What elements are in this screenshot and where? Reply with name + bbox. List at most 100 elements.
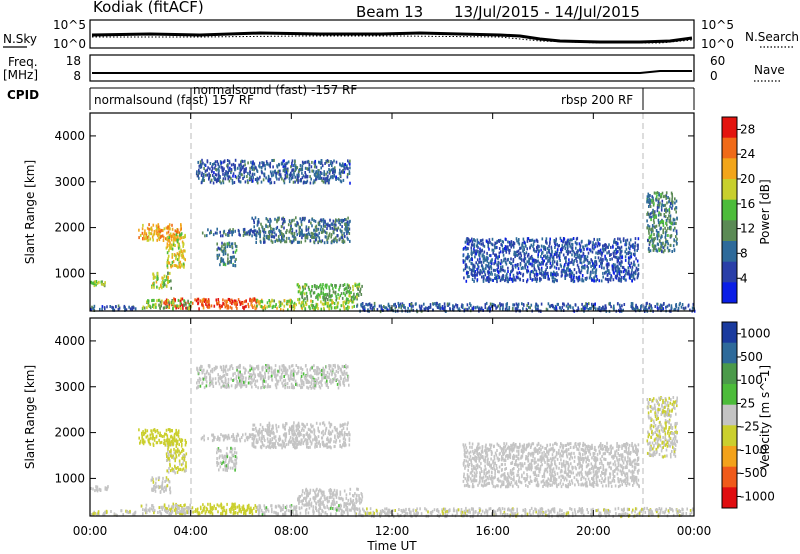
data-cell <box>259 305 262 308</box>
data-cell <box>648 512 650 516</box>
data-cell <box>176 504 178 507</box>
data-cell <box>294 180 296 184</box>
data-cell <box>576 252 579 256</box>
data-cell <box>273 510 275 514</box>
data-cell <box>241 173 243 177</box>
data-cell <box>230 260 232 264</box>
data-cell <box>178 504 180 508</box>
data-cell <box>227 169 230 172</box>
data-cell <box>671 198 673 202</box>
data-cell <box>341 296 344 300</box>
data-cell <box>318 169 320 173</box>
data-cell <box>180 233 182 237</box>
data-cell <box>301 233 304 236</box>
data-cell <box>292 305 294 309</box>
data-cell <box>230 171 232 175</box>
data-cell <box>327 298 329 301</box>
data-cell <box>98 280 100 284</box>
data-cell <box>290 301 293 305</box>
data-cell <box>316 172 318 176</box>
data-cell <box>489 507 492 511</box>
data-cell <box>231 181 234 185</box>
data-cell <box>339 168 341 172</box>
data-cell <box>420 307 423 311</box>
data-cell <box>597 508 600 512</box>
data-cell <box>147 302 150 306</box>
data-cell <box>637 247 639 251</box>
data-cell <box>321 161 323 165</box>
data-cell <box>313 219 315 223</box>
data-cell <box>630 252 633 256</box>
data-cell <box>146 238 149 242</box>
data-cell <box>646 308 648 312</box>
data-cell <box>671 204 674 208</box>
data-cell <box>218 176 220 180</box>
colorbar-segment <box>722 137 737 159</box>
data-cell <box>478 308 480 311</box>
data-cell <box>627 256 630 260</box>
data-cell <box>182 254 184 258</box>
data-cell <box>227 257 229 261</box>
data-cell <box>573 259 576 262</box>
data-cell <box>409 512 412 516</box>
data-cell <box>560 274 563 278</box>
data-cell <box>635 266 638 270</box>
data-cell <box>562 245 564 249</box>
data-cell <box>221 510 224 514</box>
data-cell <box>179 299 182 303</box>
data-cell <box>544 511 546 515</box>
data-cell <box>409 303 411 307</box>
data-cell <box>234 302 236 306</box>
data-cell <box>181 297 184 301</box>
data-cell <box>473 269 475 273</box>
data-cell <box>283 513 286 517</box>
data-cell <box>470 249 473 253</box>
data-cell <box>179 265 181 269</box>
data-cell <box>308 232 311 236</box>
data-cell <box>625 272 627 276</box>
data-cell <box>335 294 337 298</box>
data-cell <box>301 164 304 168</box>
data-cell <box>261 161 263 165</box>
data-cell <box>268 233 271 237</box>
data-cell <box>286 161 289 165</box>
data-cell <box>312 169 315 173</box>
data-cell <box>196 170 198 174</box>
data-cell <box>158 227 161 231</box>
data-cell <box>159 230 162 234</box>
data-cell <box>318 176 320 180</box>
data-cell <box>656 234 658 238</box>
data-cell <box>311 235 314 239</box>
data-cell <box>468 238 470 242</box>
data-cell <box>484 273 487 277</box>
data-cell <box>385 512 388 516</box>
data-cell <box>555 239 557 243</box>
data-cell <box>653 221 655 225</box>
data-cell <box>565 273 567 277</box>
data-cell <box>588 276 591 280</box>
data-cell <box>345 306 347 310</box>
data-cell <box>259 161 261 165</box>
data-cell <box>250 299 252 303</box>
data-cell <box>269 181 271 185</box>
data-cell <box>170 303 173 307</box>
data-cell <box>205 302 207 306</box>
data-cell <box>160 234 163 238</box>
data-cell <box>550 247 553 251</box>
data-cell <box>576 263 579 267</box>
data-cell <box>343 231 345 235</box>
noise-panel: N.Sky 10^5 10^0 10^5 10^0 N.Search <box>3 18 799 51</box>
data-cell <box>512 243 515 247</box>
data-cell <box>270 504 273 508</box>
data-cell <box>451 307 454 311</box>
data-cell <box>278 216 280 220</box>
data-cell <box>323 296 325 299</box>
data-cell <box>239 175 241 179</box>
data-cell <box>318 220 321 224</box>
data-cell <box>565 256 567 260</box>
data-cell <box>452 308 455 312</box>
data-cell <box>650 228 652 232</box>
data-cell <box>499 238 502 242</box>
data-cell <box>331 226 333 230</box>
data-cell <box>471 307 473 311</box>
